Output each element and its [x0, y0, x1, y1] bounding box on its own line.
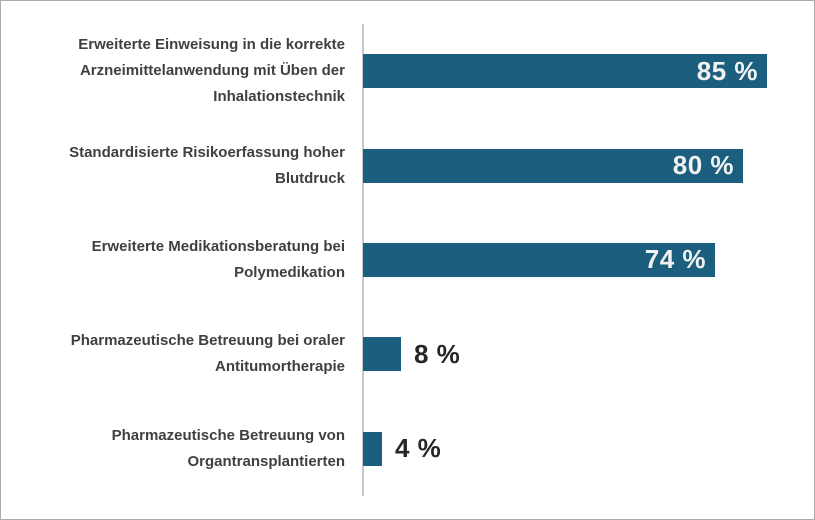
bar	[363, 337, 401, 372]
chart-row: Pharmazeutische Betreuung von Organtrans…	[1, 402, 814, 496]
bar: 85 %	[363, 54, 767, 89]
chart-row: Erweiterte Einweisung in die korrekte Ar…	[1, 24, 814, 118]
value-label: 8 %	[414, 338, 461, 369]
bar-cell: 80 %	[363, 118, 814, 212]
category-label: Erweiterte Medikationsberatung bei Polym…	[91, 237, 345, 281]
chart-row: Erweiterte Medikationsberatung bei Polym…	[1, 213, 814, 307]
bar-rows: Erweiterte Einweisung in die korrekte Ar…	[1, 24, 814, 496]
bar-cell: 8 %	[363, 307, 814, 401]
value-label: 80 %	[672, 150, 734, 181]
value-label: 74 %	[644, 244, 706, 275]
bar	[363, 431, 382, 466]
bar: 74 %	[363, 242, 715, 277]
value-label: 4 %	[395, 433, 442, 464]
bar-cell: 4 %	[363, 402, 814, 496]
chart-row: Pharmazeutische Betreuung bei oraler Ant…	[1, 307, 814, 401]
bar: 80 %	[363, 148, 743, 183]
category-label: Erweiterte Einweisung in die korrekte Ar…	[78, 36, 345, 106]
category-label: Pharmazeutische Betreuung von Organtrans…	[111, 426, 345, 470]
category-label: Standardisierte Risikoerfassung hoher Bl…	[69, 143, 345, 187]
category-label: Pharmazeutische Betreuung bei oraler Ant…	[70, 332, 345, 376]
bar-cell: 74 %	[363, 213, 814, 307]
bar-cell: 85 %	[363, 24, 814, 118]
chart-row: Standardisierte Risikoerfassung hoher Bl…	[1, 118, 814, 212]
value-label: 85 %	[696, 55, 758, 86]
